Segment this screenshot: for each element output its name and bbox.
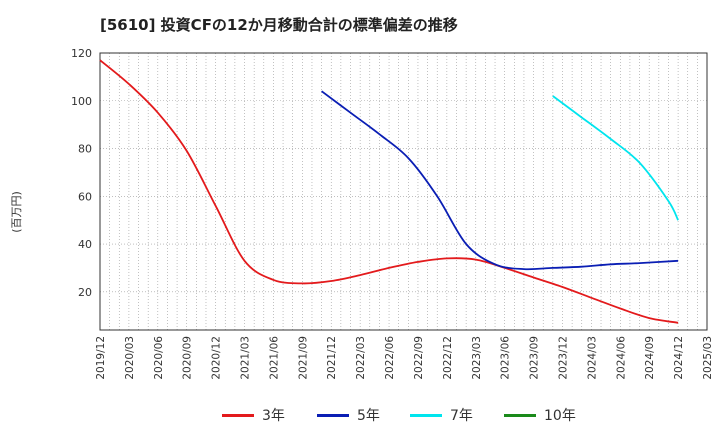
series-line-3 [552,95,679,221]
x-tick-label: 2022/03 [355,336,367,380]
y-tick-label: 20 [78,286,92,299]
legend-label: 5年 [357,408,380,424]
x-tick-label: 2021/03 [240,336,252,380]
x-tick-label: 2023/09 [529,336,541,380]
chart-legend: 3年 5年 7年 10年 [0,404,720,426]
x-tick-label: 2023/06 [500,336,512,380]
y-tick-label: 100 [71,95,92,108]
x-tick-label: 2020/12 [211,336,223,380]
x-tick-label: 2020/06 [153,336,165,380]
legend-swatch [410,413,442,417]
x-tick-label: 2022/06 [384,336,396,380]
plot-area-border [99,52,708,331]
x-tick-label: 2022/12 [442,336,454,380]
legend-label: 10年 [544,408,576,424]
x-tick-label: 2020/03 [124,336,136,380]
y-tick-label: 80 [78,143,92,156]
x-tick-label: 2024/06 [615,336,627,380]
x-tick-label: 2019/12 [95,336,107,380]
legend-label: 7年 [450,408,473,424]
x-tick-label: 2024/12 [673,336,685,380]
x-tick-label: 2021/06 [268,336,280,380]
x-tick-label: 2022/09 [413,336,425,380]
x-tick-label: 2024/03 [586,336,598,380]
legend-swatch [222,413,254,417]
series-line-2 [321,90,679,271]
legend-item: 7年 [410,404,473,426]
x-tick-label: 2024/09 [644,336,656,380]
x-tick-label: 2023/03 [471,336,483,380]
legend-swatch [504,413,536,417]
y-tick-label: 40 [78,238,92,251]
x-tick-label: 2025/03 [702,336,714,380]
legend-item: 3年 [222,404,285,426]
legend-label: 3年 [262,408,285,424]
x-tick-label: 2023/12 [557,336,569,380]
series-line-1 [99,59,679,324]
y-tick-label: 120 [71,47,92,60]
legend-item: 5年 [317,404,380,426]
chart-title: [5610] 投資CFの12か月移動合計の標準偏差の推移 [100,16,458,34]
legend-swatch [317,413,349,417]
y-tick-label: 60 [78,190,92,203]
legend-item: 10年 [504,404,576,426]
x-tick-label: 2021/09 [297,336,309,380]
x-tick-label: 2020/09 [182,336,194,380]
x-tick-label: 2021/12 [326,336,338,380]
